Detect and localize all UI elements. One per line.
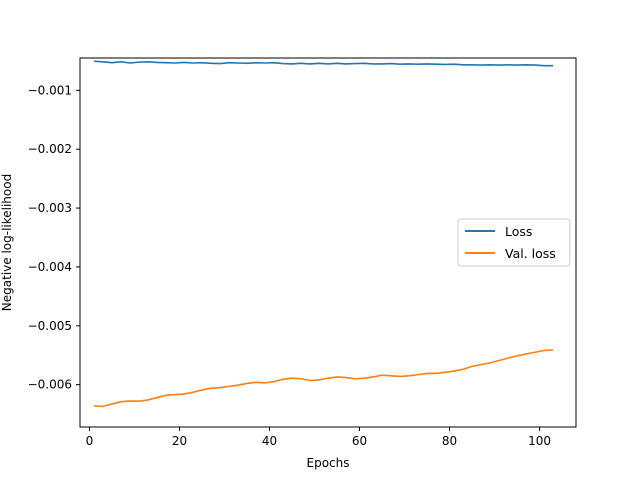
y-tick-label: −0.005 bbox=[28, 319, 72, 333]
x-tick-label: 60 bbox=[352, 434, 367, 448]
x-tick-label: 100 bbox=[528, 434, 551, 448]
legend-label-loss: Loss bbox=[505, 224, 532, 239]
y-tick-label: −0.004 bbox=[28, 260, 72, 274]
y-axis-label: Negative log-likelihood bbox=[0, 174, 14, 311]
x-tick-label: 20 bbox=[172, 434, 187, 448]
legend-label-val-loss: Val. loss bbox=[505, 246, 556, 261]
y-tick-label: −0.001 bbox=[28, 83, 72, 97]
legend: Loss Val. loss bbox=[457, 218, 571, 267]
series-line-loss bbox=[93, 60, 554, 67]
x-axis-label: Epochs bbox=[307, 456, 350, 470]
plot-frame bbox=[79, 57, 577, 428]
x-tick-label: 80 bbox=[442, 434, 457, 448]
y-tick-label: −0.002 bbox=[28, 142, 72, 156]
ticks-layer: 0 20 40 60 80 100 −0.001 −0.002 −0.003 −0.004 −0.0… bbox=[28, 83, 551, 448]
y-tick-label: −0.006 bbox=[28, 378, 72, 392]
series-line-val-loss bbox=[93, 349, 554, 408]
x-tick-label: 40 bbox=[262, 434, 277, 448]
x-tick-label: 0 bbox=[86, 434, 94, 448]
series-layer bbox=[93, 60, 554, 408]
y-tick-label: −0.003 bbox=[28, 201, 72, 215]
